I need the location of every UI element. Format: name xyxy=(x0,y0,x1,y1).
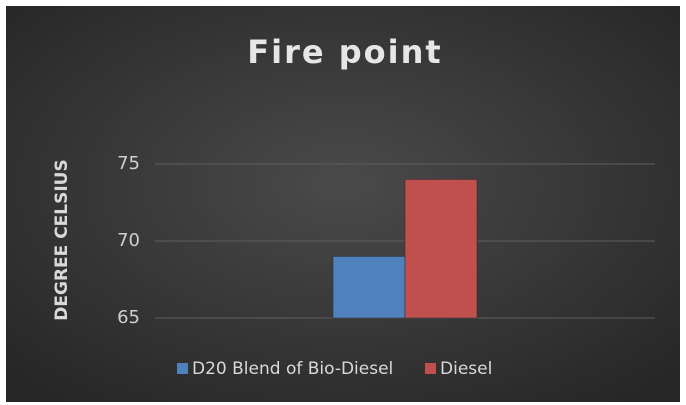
legend-swatch xyxy=(425,363,436,374)
legend-label: D20 Blend of Bio-Diesel xyxy=(192,359,393,379)
y-tick-label: 65 xyxy=(117,307,140,328)
y-tick-label: 70 xyxy=(117,230,140,251)
y-tick-label: 75 xyxy=(117,153,140,174)
chart-background xyxy=(6,6,680,402)
bar xyxy=(404,179,478,319)
bar xyxy=(332,256,406,319)
legend-label: Diesel xyxy=(440,359,492,379)
legend-swatch xyxy=(177,363,188,374)
chart-title: Fire point xyxy=(247,33,442,71)
y-axis-label: DEGREE CELSIUS xyxy=(52,159,72,320)
